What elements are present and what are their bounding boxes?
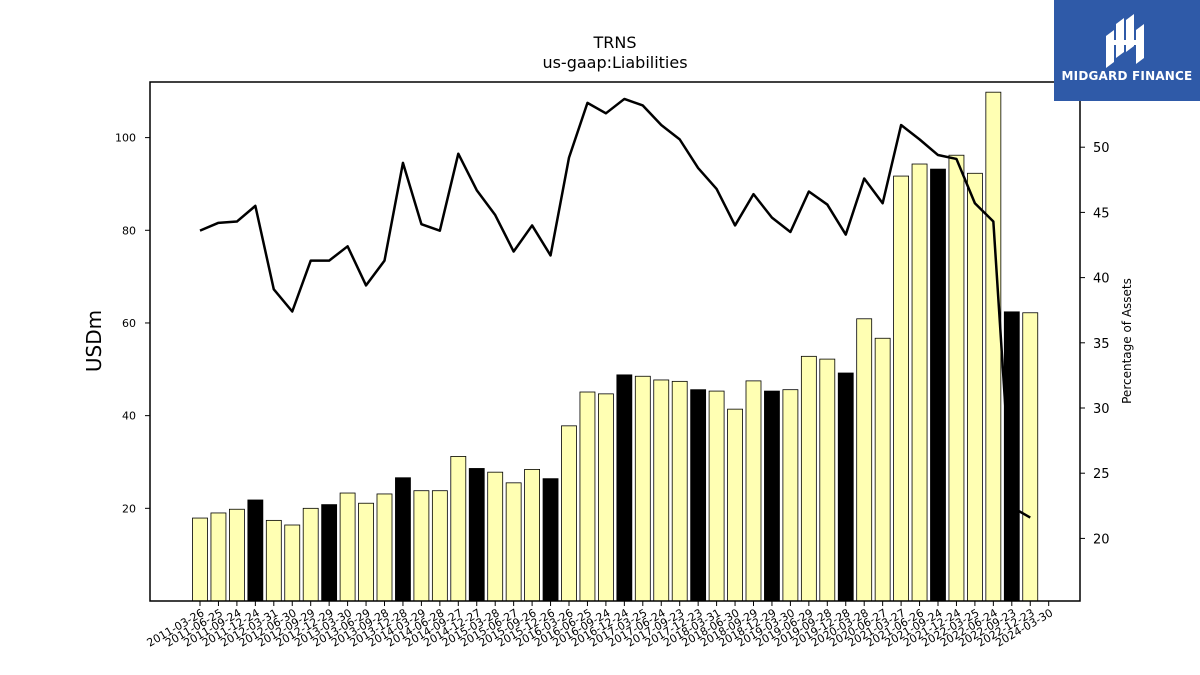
bar-2011-06-25 bbox=[210, 512, 227, 602]
y2-tick-label: 35 bbox=[1093, 337, 1110, 352]
bar-2016-09-24 bbox=[598, 393, 614, 602]
bar-2014-12-27 bbox=[468, 468, 485, 602]
bar-2022-06-24 bbox=[985, 91, 1002, 602]
bar-2018-09-29 bbox=[745, 380, 762, 602]
y2-tick-label: 40 bbox=[1093, 272, 1110, 287]
mh-monogram-icon bbox=[1106, 14, 1144, 68]
y-tick-label: 80 bbox=[122, 224, 136, 237]
bar-2022-09-23 bbox=[1003, 311, 1020, 602]
bar-2022-03-25 bbox=[967, 172, 983, 602]
bar-2019-09-28 bbox=[819, 358, 836, 602]
plot-frame bbox=[149, 81, 1081, 602]
bar-2012-09-29 bbox=[302, 507, 319, 602]
bar-2012-06-30 bbox=[284, 524, 301, 602]
pct-of-assets-line bbox=[199, 97, 1031, 519]
y-tick-label: 20 bbox=[122, 502, 136, 515]
bar-2021-12-24 bbox=[948, 154, 965, 602]
bar-2018-03-31 bbox=[708, 390, 725, 602]
chart-title: TRNS bbox=[592, 33, 636, 52]
bar-2022-12-23 bbox=[1022, 312, 1039, 602]
y2-tick-label: 45 bbox=[1093, 206, 1110, 221]
bar-2017-12-23 bbox=[690, 389, 707, 602]
chart-subtitle: us-gaap:Liabilities bbox=[542, 53, 687, 72]
axes: 20406080100202530354045502011-03-262011-… bbox=[115, 81, 1110, 650]
bar-2020-06-27 bbox=[874, 337, 891, 602]
bar-series bbox=[192, 91, 1039, 602]
bar-2020-03-28 bbox=[856, 318, 873, 602]
line-series-layer bbox=[199, 97, 1031, 519]
y2-tick-label: 20 bbox=[1093, 532, 1110, 547]
bar-2021-09-24 bbox=[930, 168, 946, 602]
bar-2014-06-28 bbox=[431, 490, 448, 602]
y-tick-label: 60 bbox=[122, 317, 136, 330]
y2-tick-label: 50 bbox=[1093, 141, 1110, 156]
bar-2021-03-27 bbox=[893, 175, 909, 602]
bar-2013-09-28 bbox=[376, 493, 393, 602]
bar-2015-03-28 bbox=[487, 471, 504, 602]
y-tick-label: 100 bbox=[115, 132, 136, 145]
bar-2019-06-29 bbox=[800, 355, 817, 602]
bar-2013-12-28 bbox=[395, 477, 411, 602]
bar-2017-06-24 bbox=[653, 379, 670, 602]
bar-2015-09-26 bbox=[524, 468, 540, 602]
bar-2011-12-24 bbox=[247, 499, 264, 602]
bar-2016-03-26 bbox=[561, 425, 577, 602]
bar-2011-09-24 bbox=[228, 508, 245, 602]
y2-tick-label: 25 bbox=[1093, 467, 1110, 482]
bar-2017-03-25 bbox=[634, 375, 651, 602]
brand-name: MIDGARD FINANCE bbox=[1061, 69, 1193, 83]
bar-2019-03-30 bbox=[782, 389, 799, 602]
bar-2017-09-23 bbox=[671, 380, 688, 602]
brand-logo: MIDGARD FINANCE bbox=[1054, 0, 1200, 101]
bar-2016-06-25 bbox=[579, 391, 596, 602]
bar-2019-12-28 bbox=[837, 372, 854, 602]
bar-2014-09-27 bbox=[450, 456, 467, 602]
bar-2011-03-26 bbox=[192, 517, 208, 602]
bar-2012-12-29 bbox=[321, 504, 338, 602]
bar-2013-03-30 bbox=[339, 492, 356, 602]
bar-2014-03-29 bbox=[413, 490, 430, 602]
y2-tick-label: 30 bbox=[1093, 402, 1110, 417]
bar-2021-06-26 bbox=[911, 163, 928, 602]
y-tick-label: 40 bbox=[122, 410, 136, 423]
bar-2015-12-26 bbox=[542, 478, 559, 602]
bar-2018-06-30 bbox=[727, 408, 743, 602]
y2-axis-label: Percentage of Assets bbox=[1120, 278, 1134, 404]
bar-2016-12-24 bbox=[616, 374, 633, 602]
bar-2012-03-31 bbox=[265, 519, 282, 602]
bar-2013-06-29 bbox=[358, 502, 374, 602]
bar-2018-12-29 bbox=[764, 390, 780, 602]
y-axis-label: USDm bbox=[82, 310, 106, 372]
bar-2015-06-27 bbox=[505, 482, 522, 602]
